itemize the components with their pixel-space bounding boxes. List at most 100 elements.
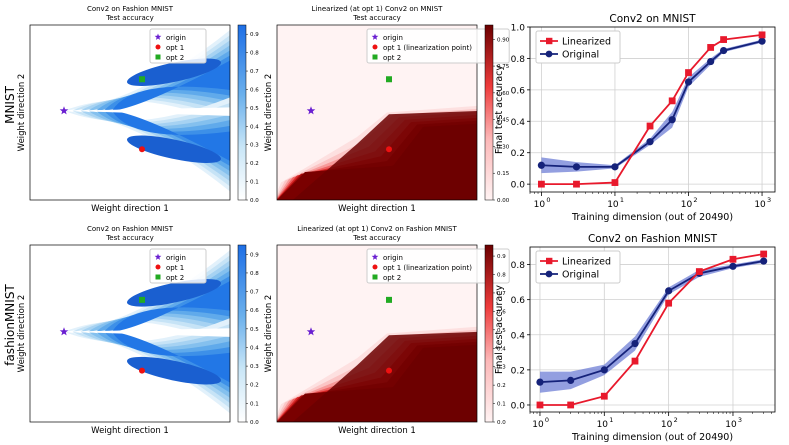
chart-title: Conv2 on MNIST bbox=[609, 13, 696, 25]
original-point bbox=[729, 262, 737, 270]
heatmap-body bbox=[30, 245, 230, 422]
colorbar-tick-label: 0.8 bbox=[497, 273, 506, 279]
linearized-point bbox=[695, 268, 703, 275]
heatmap-body bbox=[277, 245, 477, 422]
colorbar-tick-label: 0.4 bbox=[250, 345, 259, 351]
legend-box bbox=[366, 28, 510, 64]
contour-core bbox=[127, 278, 221, 307]
original-point bbox=[707, 57, 715, 66]
linearized-point bbox=[758, 31, 766, 39]
legend-label: opt 2 bbox=[383, 274, 401, 282]
colorbar-tick-label: 0.2 bbox=[250, 383, 259, 389]
origin-marker bbox=[371, 253, 379, 260]
legend-label: Linearized bbox=[562, 257, 611, 268]
x-axis-label: Weight direction 1 bbox=[338, 426, 416, 436]
opt1-marker bbox=[386, 367, 392, 374]
origin-marker bbox=[371, 33, 379, 40]
y-axis-label: Weight direction 2 bbox=[264, 74, 274, 152]
legend-marker bbox=[546, 37, 553, 45]
linearized-point bbox=[600, 392, 608, 400]
colorbar-tick-label: 0.15 bbox=[497, 171, 510, 177]
original-point bbox=[758, 37, 766, 45]
panel-subtitle: Test accuracy bbox=[352, 234, 401, 242]
x-tick-label: 10 bbox=[597, 420, 609, 430]
x-tick-label: 10 bbox=[532, 420, 544, 430]
x-axis-label: Training dimension (out of 20490) bbox=[571, 212, 733, 223]
legend-opt2-marker bbox=[155, 274, 161, 280]
colorbar-tick-label: 0.0 bbox=[497, 420, 506, 426]
linearized-point bbox=[646, 122, 654, 130]
legend-opt1-marker bbox=[155, 264, 161, 270]
panel-title: Conv2 on Fashion MNIST bbox=[87, 5, 174, 13]
linearized-line bbox=[539, 253, 764, 406]
colorbar-tick-label: 0.5 bbox=[250, 106, 259, 112]
legend-label: opt 2 bbox=[383, 54, 401, 62]
y-tick-label: 0.6 bbox=[511, 296, 526, 306]
linearized-point bbox=[537, 180, 545, 188]
colorbar-tick-label: 0.7 bbox=[250, 290, 259, 296]
original-point bbox=[684, 78, 693, 86]
opt1-marker bbox=[139, 146, 145, 153]
colorbar-tick-label: 0.45 bbox=[497, 118, 510, 124]
colorbar-tick-label: 0.30 bbox=[497, 144, 510, 150]
legend-opt1-marker bbox=[155, 44, 161, 50]
opt1-marker bbox=[386, 146, 392, 153]
legend-box bbox=[535, 30, 621, 64]
heatmap-panel: Linearized (at opt 1) Conv2 on Fashion M… bbox=[264, 225, 510, 436]
legend-label: opt 1 (linearization point) bbox=[383, 44, 472, 52]
y-tick-label: 0.8 bbox=[511, 261, 526, 271]
panel-title: Linearized (at opt 1) Conv2 on MNIST bbox=[312, 5, 444, 13]
linearized-point bbox=[707, 44, 715, 51]
legend-box bbox=[149, 28, 207, 64]
original-point bbox=[760, 257, 768, 265]
origin-marker bbox=[306, 106, 316, 115]
row-label: fashionMNIST bbox=[3, 284, 17, 366]
x-axis-label: Training dimension (out of 20490) bbox=[571, 432, 733, 443]
original-point bbox=[572, 163, 581, 171]
legend-label: opt 1 bbox=[166, 264, 184, 272]
x-tick-exponent: 2 bbox=[674, 416, 678, 424]
x-tick-exponent: 0 bbox=[546, 196, 550, 204]
y-tick-label: 0.0 bbox=[511, 401, 526, 411]
colorbar-tick-label: 0.1 bbox=[497, 402, 506, 408]
origin-marker bbox=[154, 253, 162, 260]
legend-label: origin bbox=[383, 34, 403, 42]
legend-label: opt 2 bbox=[166, 54, 184, 62]
contour-gap bbox=[64, 328, 230, 337]
original-line bbox=[539, 260, 764, 384]
y-axis-label: Final test accuracy bbox=[494, 65, 505, 154]
opt1-marker bbox=[139, 367, 145, 374]
panel-subtitle: Test accuracy bbox=[105, 14, 154, 22]
panel-subtitle: Test accuracy bbox=[352, 14, 401, 22]
colorbar-tick-label: 0.8 bbox=[250, 51, 259, 57]
contour-band bbox=[112, 331, 230, 383]
linearized-point bbox=[631, 357, 639, 365]
plot-frame bbox=[276, 24, 478, 201]
colorbar-tick-label: 0.7 bbox=[497, 291, 506, 297]
colorbar-tick-label: 0.2 bbox=[250, 161, 259, 167]
contour-core bbox=[127, 135, 221, 163]
legend-label: Original bbox=[562, 50, 599, 61]
colorbar-tick-label: 0.9 bbox=[250, 252, 259, 258]
original-point bbox=[567, 376, 575, 385]
legend-label: opt 1 (linearization point) bbox=[383, 264, 472, 272]
legend-label: Original bbox=[562, 270, 599, 281]
colorbar-tick-label: 0.8 bbox=[250, 271, 259, 277]
y-tick-label: 0.2 bbox=[511, 366, 525, 376]
colorbar-tick-label: 0.3 bbox=[497, 365, 506, 371]
y-tick-label: 0.8 bbox=[511, 55, 526, 65]
linearized-point bbox=[720, 36, 727, 43]
legend-box bbox=[366, 248, 510, 284]
colorbar-tick-label: 0.1 bbox=[250, 180, 259, 186]
colorbar-tick-label: 0.5 bbox=[497, 328, 506, 334]
colorbar-tick-label: 0.2 bbox=[497, 383, 506, 389]
colorbar-tick-label: 0.7 bbox=[250, 69, 259, 75]
row-label: MNIST bbox=[3, 85, 17, 123]
contour-core bbox=[292, 110, 477, 200]
x-tick-exponent: 3 bbox=[767, 196, 771, 204]
colorbar-tick-label: 0.0 bbox=[250, 420, 259, 426]
colorbar bbox=[237, 24, 247, 201]
origin-marker bbox=[59, 106, 69, 115]
